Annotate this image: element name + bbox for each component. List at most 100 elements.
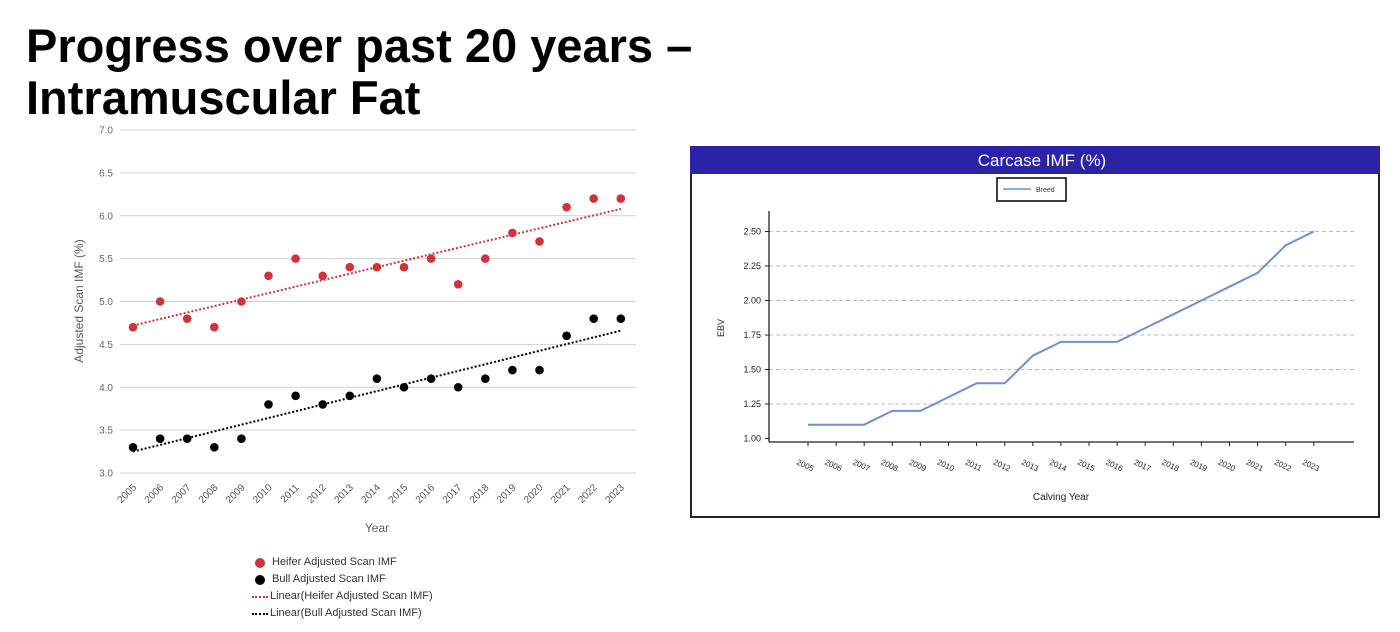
y-tick-label: 6.0 xyxy=(99,211,113,222)
x-tick-label: 2011 xyxy=(279,482,302,505)
red-dot-icon xyxy=(255,557,265,568)
point-heifer xyxy=(562,202,571,212)
y-tick-label: 7.0 xyxy=(99,126,113,137)
red-dotted-line-icon xyxy=(252,595,268,598)
x-tick-label: 2005 xyxy=(116,482,140,506)
point-heifer xyxy=(210,322,219,332)
y-tick-label: 2.25 xyxy=(743,261,761,271)
point-bull xyxy=(345,391,355,401)
point-heifer xyxy=(318,271,328,281)
point-bull xyxy=(562,331,571,341)
y-tick-label: 5.5 xyxy=(99,254,113,265)
point-bull xyxy=(155,434,165,444)
point-bull xyxy=(210,442,219,452)
title-bar xyxy=(690,146,1380,174)
x-tick-label: 2016 xyxy=(414,482,438,506)
line-legend: Breed xyxy=(996,177,1067,202)
point-bull xyxy=(616,314,626,323)
point-bull xyxy=(589,314,598,323)
chart-frame xyxy=(690,146,1380,518)
legend-item-heifer-trend: Linear(Heifer Adjusted Scan IMF) xyxy=(252,588,433,605)
point-heifer xyxy=(291,254,300,263)
point-heifer xyxy=(508,228,517,238)
black-dot-icon xyxy=(255,574,265,585)
point-heifer xyxy=(453,280,463,289)
trendline-heifer xyxy=(132,207,622,327)
legend-item-heifer: Heifer Adjusted Scan IMF xyxy=(252,554,433,571)
point-heifer xyxy=(589,194,598,203)
point-heifer xyxy=(616,194,626,203)
legend-label-bull: Bull Adjusted Scan IMF xyxy=(272,573,386,585)
x-tick-label: 2007 xyxy=(170,482,194,506)
y-tick-label: 1.25 xyxy=(743,399,761,409)
y-axis-label: Adjusted Scan IMF (%) xyxy=(72,239,86,362)
y-axis-label: EBV xyxy=(716,319,726,337)
y-tick-label: 5.0 xyxy=(99,297,113,308)
x-tick-label: 2020 xyxy=(522,482,546,506)
trendline-bull xyxy=(132,329,622,453)
scatter-legend: Heifer Adjusted Scan IMF Bull Adjusted S… xyxy=(252,554,433,622)
legend-label-breed: Breed xyxy=(1036,187,1055,194)
point-heifer xyxy=(535,237,544,246)
point-bull xyxy=(372,374,382,383)
point-bull xyxy=(508,365,517,375)
point-bull xyxy=(453,382,463,392)
y-tick-label: 6.5 xyxy=(99,168,113,179)
x-tick-label: 2018 xyxy=(468,482,492,506)
legend-box xyxy=(996,177,1067,202)
point-bull xyxy=(535,365,544,375)
x-tick-label: 2009 xyxy=(224,482,248,506)
y-tick-label: 1.50 xyxy=(743,365,761,375)
legend-item-bull: Bull Adjusted Scan IMF xyxy=(252,571,433,588)
legend-item-bull-trend: Linear(Bull Adjusted Scan IMF) xyxy=(252,605,433,622)
point-bull xyxy=(481,374,490,383)
legend-label-bull-trend: Linear(Bull Adjusted Scan IMF) xyxy=(270,607,422,619)
legend-label-heifer-trend: Linear(Heifer Adjusted Scan IMF) xyxy=(270,590,433,602)
x-tick-label: 2022 xyxy=(576,482,600,506)
slide-title-line-2: Intramuscular Fat xyxy=(26,71,421,124)
point-bull xyxy=(182,434,192,444)
point-heifer xyxy=(399,262,409,272)
x-tick-label: 2013 xyxy=(332,482,356,506)
x-tick-label: 2006 xyxy=(143,482,167,506)
x-tick-label: 2023 xyxy=(603,482,627,506)
black-dotted-line-icon xyxy=(252,612,268,615)
y-tick-label: 1.75 xyxy=(743,330,761,340)
point-bull xyxy=(264,400,273,409)
point-bull xyxy=(399,382,409,392)
point-bull xyxy=(128,442,138,452)
carcase-imf-chart: Carcase IMF (%) Breed 1.00 1.25 1.50 1.75 2.00… xyxy=(690,146,1380,518)
x-tick-label: 2014 xyxy=(360,482,384,506)
y-tick-label: 1.00 xyxy=(743,434,761,444)
x-tick-label: 2021 xyxy=(549,482,573,506)
y-tick-label: 4.5 xyxy=(99,340,113,351)
x-tick-label: 2010 xyxy=(251,482,275,506)
y-tick-label: 3.5 xyxy=(99,426,113,437)
slide-title-line-1: Progress over past 20 years – xyxy=(26,19,693,72)
y-tick-label: 3.0 xyxy=(99,469,113,480)
y-tick-label: 4.0 xyxy=(99,383,113,394)
x-axis-label: Year xyxy=(365,521,389,535)
point-heifer xyxy=(264,271,273,281)
chart-title: Carcase IMF (%) xyxy=(978,151,1106,170)
x-tick-label: 2015 xyxy=(387,482,411,506)
point-heifer xyxy=(372,262,382,272)
series-line-breed xyxy=(808,230,1315,426)
point-heifer xyxy=(345,262,355,272)
point-bull xyxy=(237,434,246,444)
x-axis-label: Calving Year xyxy=(1033,492,1090,503)
point-bull xyxy=(426,374,436,383)
slide-title: Progress over past 20 years – Intramuscu… xyxy=(26,20,926,124)
x-tick-label: 2008 xyxy=(197,482,221,506)
point-heifer xyxy=(128,322,138,332)
legend-label-heifer: Heifer Adjusted Scan IMF xyxy=(272,556,397,568)
x-tick-label: 2017 xyxy=(441,482,465,506)
point-bull xyxy=(291,391,300,401)
point-heifer xyxy=(481,254,490,263)
point-heifer xyxy=(182,314,192,323)
point-heifer xyxy=(155,297,165,306)
x-tick-label: 2019 xyxy=(495,482,519,506)
x-tick-label: 2012 xyxy=(305,482,329,506)
y-tick-label: 2.50 xyxy=(743,227,761,237)
